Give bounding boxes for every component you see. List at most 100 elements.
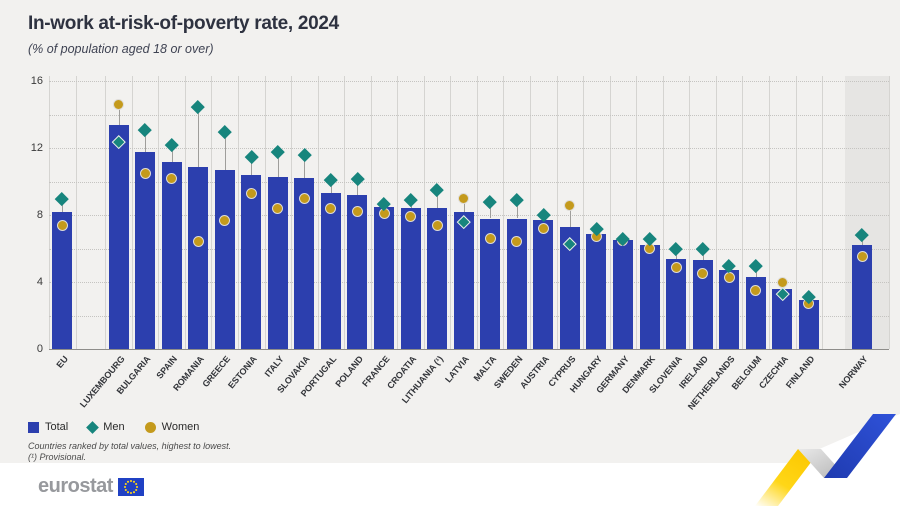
whisker — [437, 190, 439, 209]
women-marker — [325, 202, 337, 214]
vertical-gridline — [689, 76, 691, 349]
bar-slovenia — [666, 258, 687, 349]
vertical-gridline — [344, 76, 346, 349]
whisker — [277, 151, 279, 177]
footnote-ranking: Countries ranked by total values, highes… — [28, 441, 232, 451]
vertical-gridline — [889, 76, 890, 349]
vertical-gridline — [609, 76, 611, 349]
vertical-gridline — [317, 76, 319, 349]
bar-chart-plot-area: 0 4 8 12 16 EU LUXEMBOURG BULGARIA SPAIN ROMANIA G… — [30, 74, 890, 412]
bar-czechia — [772, 288, 793, 349]
whisker — [463, 198, 465, 212]
whisker — [490, 201, 492, 219]
men-marker — [510, 193, 524, 207]
men-marker — [430, 183, 444, 197]
chart-subtitle: (% of population aged 18 or over) — [28, 42, 214, 56]
y-axis-tick-label: 0 — [36, 342, 43, 355]
vertical-gridline — [49, 76, 50, 349]
whisker — [171, 144, 173, 162]
men-marker — [695, 241, 710, 256]
bar-cyprus — [559, 226, 580, 349]
women-marker — [723, 271, 735, 283]
men-marker — [297, 148, 312, 162]
y-axis-tick-label: 16 — [30, 74, 43, 87]
women-marker — [192, 236, 204, 248]
bar-belgium — [745, 277, 766, 349]
country-label: ITALY — [262, 354, 286, 379]
women-marker — [484, 233, 496, 245]
vertical-gridline — [370, 76, 372, 349]
bar-france — [374, 206, 394, 349]
vertical-gridline — [158, 76, 160, 349]
vertical-gridline — [75, 76, 77, 349]
men-marker — [271, 144, 285, 159]
women-marker — [113, 99, 124, 111]
country-label: LUXEMBOURG — [77, 354, 127, 410]
vertical-gridline — [768, 76, 770, 349]
vertical-gridline — [476, 76, 478, 349]
horizontal-gridline — [49, 181, 889, 183]
country-label: EU — [54, 354, 70, 370]
whisker — [251, 156, 253, 175]
bar-portugal — [320, 193, 341, 349]
women-marker — [856, 251, 868, 263]
women-marker — [431, 219, 443, 231]
men-marker — [669, 241, 683, 256]
y-axis-tick-label: 12 — [30, 141, 43, 154]
bar-poland — [347, 195, 368, 349]
x-axis-baseline — [49, 349, 889, 350]
women-marker — [245, 187, 257, 199]
bar-slovakia — [294, 178, 315, 349]
country-label: LATVIA — [443, 354, 472, 385]
vertical-gridline — [583, 76, 585, 349]
vertical-gridline — [530, 76, 531, 349]
vertical-gridline — [822, 76, 824, 349]
whisker — [569, 205, 571, 227]
women-marker — [351, 206, 363, 218]
legend-item-men: Men — [86, 420, 125, 434]
whisker — [145, 129, 147, 152]
vertical-gridline — [556, 76, 558, 349]
bar-ireland — [692, 260, 713, 349]
men-marker — [403, 193, 418, 207]
women-marker — [697, 268, 709, 280]
whisker — [357, 178, 359, 196]
footer: eurostat — [38, 475, 144, 498]
bar-estonia — [241, 175, 262, 349]
bar-croatia — [400, 208, 421, 349]
footnote-provisional: (¹) Provisional. — [28, 451, 87, 462]
whisker — [304, 154, 306, 179]
legend-label-women: Women — [161, 421, 200, 433]
whisker — [516, 200, 518, 219]
horizontal-gridline — [49, 81, 889, 83]
vertical-gridline — [397, 76, 399, 349]
bar-eu — [52, 211, 72, 349]
men-diamond-icon — [86, 420, 100, 434]
vertical-gridline — [211, 76, 213, 349]
women-marker — [564, 199, 576, 211]
vertical-gridline — [423, 76, 425, 349]
bar-finland — [798, 300, 819, 349]
vertical-gridline — [662, 76, 664, 349]
bar-italy — [267, 176, 288, 349]
legend-item-total: Total — [28, 421, 68, 433]
women-marker — [139, 167, 151, 179]
legend-label-men: Men — [103, 421, 125, 433]
bar-netherlands — [719, 270, 740, 349]
men-marker — [748, 258, 763, 273]
women-marker — [166, 172, 178, 184]
total-square-icon — [28, 421, 39, 433]
bar-luxembourg — [108, 124, 129, 349]
eu-flag-icon — [117, 477, 144, 496]
vertical-gridline — [264, 76, 266, 349]
whisker — [118, 104, 120, 125]
women-marker — [219, 214, 231, 226]
men-marker — [350, 171, 365, 186]
men-marker — [642, 231, 657, 246]
women-marker — [56, 219, 68, 231]
men-marker — [164, 138, 179, 152]
bar-malta — [480, 218, 501, 349]
vertical-gridline — [450, 76, 452, 349]
bar-sweden — [506, 218, 527, 349]
vertical-gridline — [291, 76, 293, 349]
